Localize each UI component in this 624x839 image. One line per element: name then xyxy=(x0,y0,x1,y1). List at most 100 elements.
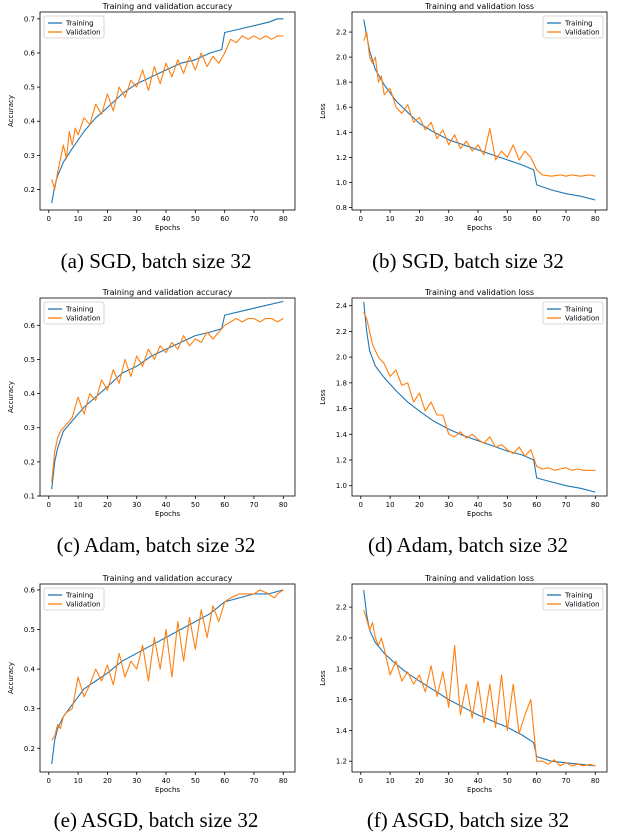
x-tick-label: 70 xyxy=(562,501,571,509)
chart-title: Training and validation loss xyxy=(424,574,534,583)
series-line-training xyxy=(51,18,284,204)
plot-frame xyxy=(351,11,608,211)
legend-label-training: Training xyxy=(65,20,94,28)
series-line-validation xyxy=(51,589,284,741)
x-tick-label: 40 xyxy=(162,215,171,223)
loss-chart-adam: Training and validation loss 0 10 20 30 40 50 6… xyxy=(319,288,608,518)
y-tick-label: 2.2 xyxy=(336,604,347,612)
x-tick-label: 10 xyxy=(386,777,395,785)
y-tick-label: 0.2 xyxy=(24,745,35,753)
x-axis-label: Epochs xyxy=(467,786,492,794)
caption-b: (b) SGD, batch size 32 xyxy=(372,249,564,273)
y-tick-label: 0.5 xyxy=(24,356,35,364)
legend-label-validation: Validation xyxy=(66,29,101,37)
legend-label-training: Training xyxy=(564,20,593,28)
y-tick-label: 1.6 xyxy=(336,696,348,704)
x-axis-label: Epochs xyxy=(155,786,180,794)
x-tick-label: 20 xyxy=(415,777,424,785)
chart-title: Training and validation loss xyxy=(424,2,534,11)
chart-title: Training and validation accuracy xyxy=(102,288,233,297)
chart-panel-b: Training and validation loss 0 10 20 30 40 50 6… xyxy=(312,0,624,280)
x-tick-label: 10 xyxy=(386,215,395,223)
accuracy-chart-sgd: Training and validation accuracy 0 10 20 30 4… xyxy=(7,2,296,232)
y-tick-label: 0.4 xyxy=(24,390,36,398)
x-tick-label: 50 xyxy=(503,501,512,509)
series-line-validation xyxy=(51,35,284,191)
x-tick-label: 30 xyxy=(132,215,141,223)
y-tick-label: 0.8 xyxy=(336,204,347,212)
y-tick-label: 0.3 xyxy=(24,424,35,432)
y-axis-label: Loss xyxy=(319,103,327,119)
x-tick-label: 30 xyxy=(444,215,453,223)
chart-panel-f: Training and validation loss 0 10 20 30 40 50 6… xyxy=(312,572,624,839)
plot-frame xyxy=(39,297,296,497)
y-tick-label: 0.5 xyxy=(24,626,35,634)
x-tick-label: 0 xyxy=(47,501,51,509)
x-tick-label: 40 xyxy=(162,501,171,509)
x-tick-label: 70 xyxy=(562,215,571,223)
y-tick-label: 1.4 xyxy=(336,431,348,439)
y-tick-label: 2.0 xyxy=(336,354,347,362)
y-tick-label: 1.0 xyxy=(336,482,347,490)
x-axis-label: Epochs xyxy=(467,510,492,518)
x-axis-label: Epochs xyxy=(155,224,180,232)
caption-d: (d) Adam, batch size 32 xyxy=(367,533,569,557)
x-tick-label: 20 xyxy=(415,215,424,223)
y-tick-label: 1.8 xyxy=(336,379,347,387)
x-tick-label: 60 xyxy=(532,777,541,785)
plot-frame xyxy=(39,583,296,773)
x-tick-label: 80 xyxy=(279,777,288,785)
y-tick-label: 2.0 xyxy=(336,54,347,62)
y-tick-label: 0.3 xyxy=(24,705,35,713)
x-tick-label: 0 xyxy=(359,777,363,785)
x-tick-label: 60 xyxy=(220,777,229,785)
legend-label-validation: Validation xyxy=(66,315,101,323)
y-tick-label: 1.8 xyxy=(336,79,347,87)
series-line-validation xyxy=(363,31,596,177)
x-tick-label: 50 xyxy=(503,777,512,785)
y-tick-label: 0.6 xyxy=(24,586,36,594)
x-tick-label: 80 xyxy=(591,215,600,223)
x-tick-label: 70 xyxy=(250,501,259,509)
y-tick-label: 1.6 xyxy=(336,405,348,413)
x-tick-label: 40 xyxy=(162,777,171,785)
series-line-validation xyxy=(363,311,596,471)
x-tick-label: 0 xyxy=(359,215,363,223)
x-axis-label: Epochs xyxy=(155,510,180,518)
chart-panel-e: Training and validation accuracy 0 10 20 30 4… xyxy=(0,572,312,839)
series-line-training xyxy=(363,590,596,767)
legend-label-validation: Validation xyxy=(565,601,600,609)
y-tick-label: 0.1 xyxy=(24,493,35,501)
series-line-validation xyxy=(363,610,596,767)
x-tick-label: 50 xyxy=(191,777,200,785)
x-tick-label: 50 xyxy=(191,501,200,509)
loss-chart-asgd: Training and validation loss 0 10 20 30 40 50 6… xyxy=(319,574,608,794)
y-tick-label: 0.2 xyxy=(24,186,35,194)
x-tick-label: 30 xyxy=(444,501,453,509)
x-tick-label: 30 xyxy=(132,501,141,509)
legend-label-training: Training xyxy=(564,592,593,600)
x-tick-label: 80 xyxy=(591,501,600,509)
chart-title: Training and validation accuracy xyxy=(102,574,233,583)
x-tick-label: 10 xyxy=(74,777,83,785)
x-tick-label: 0 xyxy=(47,777,51,785)
x-tick-label: 20 xyxy=(415,501,424,509)
y-tick-label: 2.2 xyxy=(336,29,347,37)
x-tick-label: 40 xyxy=(474,501,483,509)
legend-label-validation: Validation xyxy=(66,601,101,609)
series-line-training xyxy=(51,589,284,765)
y-axis-label: Accuracy xyxy=(7,381,15,413)
x-tick-label: 50 xyxy=(503,215,512,223)
y-tick-label: 1.8 xyxy=(336,665,347,673)
y-tick-label: 0.4 xyxy=(24,666,36,674)
accuracy-chart-asgd: Training and validation accuracy 0 10 20 30 4… xyxy=(7,574,296,794)
x-tick-label: 30 xyxy=(444,777,453,785)
x-tick-label: 60 xyxy=(532,215,541,223)
chart-title: Training and validation loss xyxy=(424,288,534,297)
x-tick-label: 30 xyxy=(132,777,141,785)
chart-panel-d: Training and validation loss 0 10 20 30 40 50 6… xyxy=(312,286,624,566)
caption-c: (c) Adam, batch size 32 xyxy=(56,533,256,557)
y-axis-label: Loss xyxy=(319,389,327,405)
accuracy-chart-adam: Training and validation accuracy 0 10 20 30 4… xyxy=(7,288,296,518)
y-axis-label: Accuracy xyxy=(7,95,15,127)
